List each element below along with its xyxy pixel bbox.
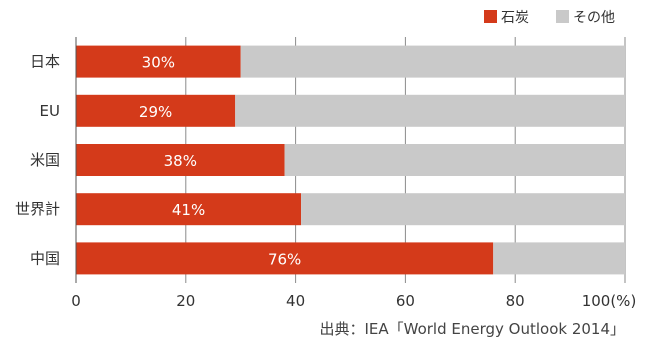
bar-coal-1 — [76, 94, 236, 127]
bar-other-2 — [284, 144, 625, 176]
bar-coal-0 — [76, 45, 241, 78]
data-label: 41% — [172, 201, 205, 219]
axes: 0 20 40 60 80 100(%) — [71, 37, 636, 310]
category-label: 中国 — [30, 249, 60, 267]
x-tick-label: 20 — [176, 292, 195, 310]
category-label: 世界計 — [15, 200, 60, 218]
x-tick-label: 100(%) — [582, 292, 637, 310]
category-label: 米国 — [30, 151, 60, 169]
bar-other-4 — [493, 242, 625, 275]
bar-coal-4 — [76, 242, 494, 275]
bar-coal-3 — [76, 193, 302, 226]
source-note: 出典：IEA「World Energy Outlook 2014」 — [319, 320, 625, 338]
legend-swatch-other — [556, 10, 569, 23]
x-tick-label: 40 — [286, 292, 305, 310]
bar-other-1 — [235, 94, 625, 127]
bar-other-0 — [240, 45, 625, 78]
data-label: 29% — [139, 103, 172, 121]
x-tick-label: 0 — [71, 292, 81, 310]
x-tick-label: 60 — [396, 292, 415, 310]
bars: 日本 30% EU 29% 米国 38% 世界計 41% 中国 76% — [15, 45, 625, 275]
bar-other-3 — [301, 193, 625, 226]
legend-swatch-coal — [484, 10, 497, 23]
category-label: 日本 — [30, 53, 60, 71]
legend-label-coal: 石炭 — [501, 10, 529, 26]
legend-label-other: その他 — [573, 10, 615, 26]
bar-coal-2 — [76, 144, 285, 176]
legend: 石炭 その他 — [484, 10, 615, 26]
data-label: 76% — [268, 250, 301, 268]
x-tick-label: 80 — [506, 292, 525, 310]
category-label: EU — [40, 102, 60, 120]
data-label: 30% — [142, 54, 175, 72]
data-label: 38% — [164, 152, 197, 170]
